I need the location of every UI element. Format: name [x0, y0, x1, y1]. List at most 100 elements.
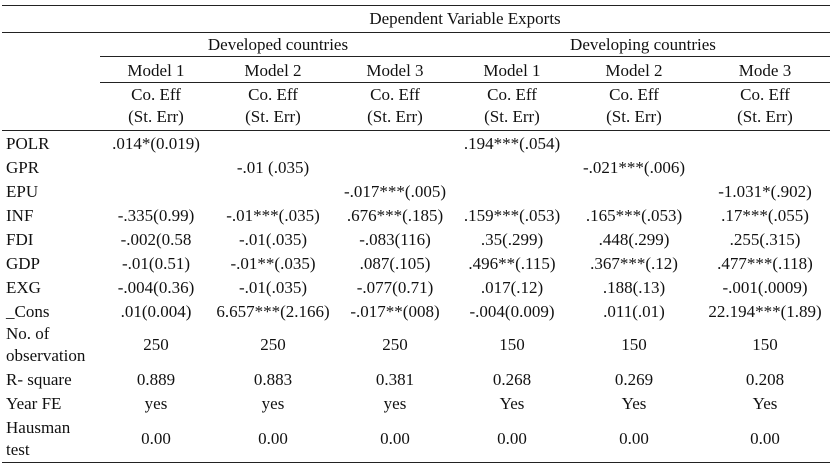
stat-cell: 0.00 [750, 429, 780, 448]
model-header: Model 1 [127, 61, 185, 80]
dependent-variable-title: Dependent Variable Exports [369, 9, 561, 28]
se-label: (St. Err) [245, 107, 301, 126]
group-developed: Developed countries [207, 35, 349, 54]
table-cell: .087(.105) [359, 254, 431, 273]
table-cell: .165***(.053) [585, 206, 683, 225]
coeff-label: Co. Eff [609, 85, 659, 104]
table-cell: .011(.01) [603, 302, 665, 321]
table-cell: -.004(0.36) [117, 278, 195, 297]
stat-cell: 0.00 [380, 429, 410, 448]
table-cell: -.002(0.58 [120, 230, 192, 249]
row-label: INF [6, 206, 34, 225]
stat-cell: Yes [752, 394, 778, 413]
table-cell: .255(.315) [729, 230, 801, 249]
row-label-yearfe: Year FE [6, 394, 62, 413]
table-cell: -.001(.0009) [722, 278, 808, 297]
table-cell: .496**(.115) [468, 254, 556, 273]
stat-cell: 250 [143, 335, 169, 354]
row-label: GPR [6, 158, 40, 177]
rule-under-dependent [2, 32, 830, 33]
table-cell: -.017**(008) [350, 302, 440, 321]
stat-cell: 150 [621, 335, 647, 354]
table-cell: .35(.299) [480, 230, 544, 249]
stat-cell: yes [261, 394, 285, 413]
model-header: Mode 3 [738, 61, 792, 80]
stat-cell: 0.00 [497, 429, 527, 448]
row-label-obs-1: No. of [6, 324, 50, 343]
bottom-rule [2, 462, 830, 463]
stat-cell: 0.00 [619, 429, 649, 448]
stat-cell: yes [383, 394, 407, 413]
stat-cell: Yes [499, 394, 525, 413]
table-cell: -.01(.035) [239, 230, 307, 249]
se-label: (St. Err) [367, 107, 423, 126]
table-cell: .477***(.118) [717, 254, 813, 273]
table-cell: -.01***(.035) [226, 206, 320, 225]
stat-cell: 0.00 [141, 429, 171, 448]
table-cell: -.01(0.51) [122, 254, 190, 273]
table-cell: .367***(.12) [590, 254, 678, 273]
row-label-rsq: R- square [6, 370, 72, 389]
row-label: FDI [6, 230, 34, 249]
model-header: Model 1 [483, 61, 541, 80]
table-cell: -.01 (.035) [236, 158, 310, 177]
coeff-label: Co. Eff [370, 85, 420, 104]
coeff-label: Co. Eff [131, 85, 181, 104]
table-cell: -.077(0.71) [356, 278, 434, 297]
table-cell: .448(.299) [598, 230, 670, 249]
table-cell: -.017***(.005) [344, 182, 446, 201]
coeff-label: Co. Eff [248, 85, 298, 104]
stat-cell: 150 [499, 335, 525, 354]
se-label: (St. Err) [128, 107, 184, 126]
top-rule [2, 5, 830, 6]
table-cell: .188(.13) [602, 278, 666, 297]
row-label: POLR [6, 134, 50, 153]
stat-cell: 0.00 [258, 429, 288, 448]
stat-cell: 0.883 [253, 370, 293, 389]
table-cell: .17***(.055) [721, 206, 809, 225]
table-cell: .01(0.004) [120, 302, 192, 321]
table-cell: .159***(.053) [463, 206, 561, 225]
table-cell: 6.657***(2.166) [216, 302, 330, 321]
stat-cell: yes [144, 394, 168, 413]
table-cell: -.004(0.009) [469, 302, 555, 321]
se-label: (St. Err) [484, 107, 540, 126]
stat-cell: 0.889 [136, 370, 176, 389]
table-cell: -1.031*(.902) [718, 182, 812, 201]
table-cell: -.021***(.006) [583, 158, 685, 177]
stat-cell: 0.269 [614, 370, 654, 389]
table-cell: .014*(0.019) [112, 134, 200, 153]
stat-cell: 0.268 [492, 370, 532, 389]
row-label: EPU [6, 182, 39, 201]
coeff-label: Co. Eff [740, 85, 790, 104]
stat-cell: 150 [752, 335, 778, 354]
model-header: Model 2 [244, 61, 302, 80]
row-label: GDP [6, 254, 41, 273]
stat-cell: 0.381 [375, 370, 415, 389]
rule-under-header [2, 130, 830, 131]
model-header: Model 3 [366, 61, 424, 80]
table-cell: -.01(.035) [239, 278, 307, 297]
table-cell: .017(.12) [480, 278, 544, 297]
se-label: (St. Err) [606, 107, 662, 126]
row-label-hausman-2: test [6, 440, 30, 459]
row-label: _Cons [6, 302, 50, 321]
stat-cell: 0.208 [745, 370, 785, 389]
table-cell: .194***(.054) [463, 134, 561, 153]
table-cell: -.335(0.99) [117, 206, 195, 225]
model-header: Model 2 [605, 61, 663, 80]
rule-under-groups [100, 56, 830, 57]
stat-cell: Yes [621, 394, 647, 413]
stat-cell: 250 [260, 335, 286, 354]
table-cell: .676***(.185) [346, 206, 444, 225]
group-developing: Developing countries [570, 35, 716, 54]
rule-under-models [100, 82, 830, 83]
stat-cell: 250 [382, 335, 408, 354]
table-cell: -.083(116) [359, 230, 431, 249]
table-cell: 22.194***(1.89) [708, 302, 822, 321]
row-label-obs-2: observation [6, 346, 86, 365]
table-cell: -.01**(.035) [230, 254, 316, 273]
row-label: EXG [6, 278, 41, 297]
row-label-hausman-1: Hausman [6, 418, 71, 437]
se-label: (St. Err) [737, 107, 793, 126]
